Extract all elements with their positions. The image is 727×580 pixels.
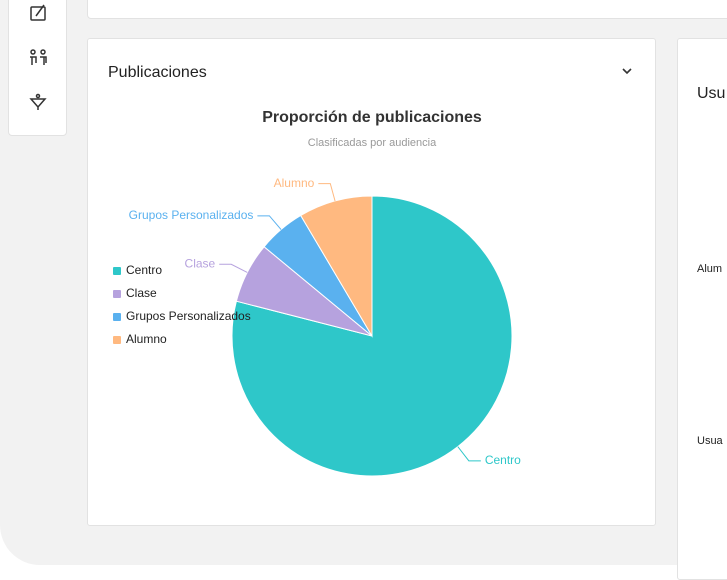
top-card — [87, 0, 727, 19]
data-label: Centro — [485, 453, 521, 467]
legend-label: Alumno — [126, 332, 167, 346]
label-connector — [219, 263, 248, 273]
people-icon[interactable] — [30, 49, 47, 65]
axis-label: Alum — [697, 263, 723, 275]
legend-label: Clase — [126, 286, 157, 300]
label-connector — [457, 446, 481, 462]
chart: Publicaciones Proporción de publicacione… — [108, 64, 632, 477]
data-label: Grupos Personalizados — [129, 208, 254, 222]
chart-title: Proporción de publicaciones — [262, 109, 482, 126]
label-connector — [318, 183, 336, 202]
data-label: Alumno — [274, 176, 315, 190]
users-card: Usu Alum Usua — [677, 38, 727, 580]
sidebar-icons — [29, 4, 47, 111]
legend-swatch — [113, 313, 121, 321]
chart-subtitle: Clasificadas por audiencia — [308, 137, 437, 149]
data-label: Clase — [185, 256, 216, 270]
legend-swatch — [113, 336, 121, 344]
legend-swatch — [113, 267, 121, 275]
users-title: Usu — [697, 85, 726, 102]
edit-icon[interactable] — [30, 6, 46, 21]
panel-title: Publicaciones — [108, 64, 207, 81]
legend-swatch — [113, 290, 121, 298]
axis-label: Usua — [697, 435, 723, 447]
legend-label: Grupos Personalizados — [126, 309, 251, 323]
label-connector — [257, 215, 282, 230]
sidebar — [8, 0, 67, 136]
group-icon[interactable] — [29, 93, 47, 111]
publications-card: Publicaciones Proporción de publicacione… — [87, 38, 656, 526]
legend-label: Centro — [126, 263, 162, 277]
collapse-toggle[interactable] — [622, 68, 632, 75]
